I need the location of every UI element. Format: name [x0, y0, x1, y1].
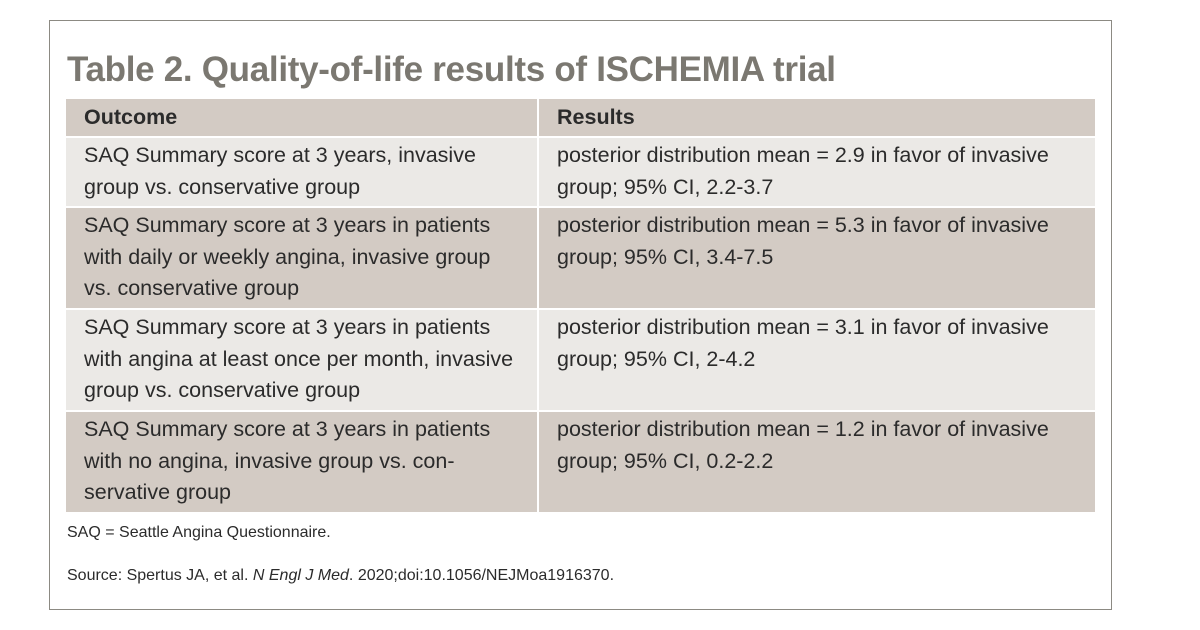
source-prefix: Source: Spertus JA, et al.	[67, 567, 253, 584]
journal-name: N Engl J Med	[252, 567, 349, 584]
source-suffix: . 2020;doi:10.1056/NEJMoa1916370.	[348, 567, 615, 584]
table-row: SAQ Summary score at 3 years, invasive g…	[66, 136, 1095, 207]
figure-frame	[49, 20, 1112, 610]
outcome-cell: SAQ Summary score at 3 years, invasive g…	[66, 136, 538, 207]
results-table: Outcome Results SAQ Summary score at 3 y…	[66, 99, 1095, 512]
abbreviation-footnote: SAQ = Seattle Angina Questionnaire.	[67, 524, 331, 541]
result-cell: posterior distribution mean = 3.1 in fav…	[537, 308, 1095, 411]
source-footnote: Source: Spertus JA, et al. N Engl J Med.…	[67, 567, 614, 585]
outcome-cell: SAQ Summary score at 3 years in patients…	[66, 206, 538, 309]
table-row: SAQ Summary score at 3 years in patients…	[66, 206, 1095, 309]
table-title: Table 2. Quality-of-life results of ISCH…	[67, 50, 836, 89]
table-header-row: Outcome Results	[66, 99, 1095, 137]
outcome-cell: SAQ Summary score at 3 years in patients…	[66, 308, 538, 411]
table-row: SAQ Summary score at 3 years in patients…	[66, 410, 1095, 512]
header-results: Results	[537, 99, 1095, 137]
result-cell: posterior distribution mean = 2.9 in fav…	[537, 136, 1095, 207]
result-cell: posterior distribution mean = 1.2 in fav…	[537, 410, 1095, 512]
table-row: SAQ Summary score at 3 years in patients…	[66, 308, 1095, 411]
outcome-cell: SAQ Summary score at 3 years in patients…	[66, 410, 538, 512]
result-cell: posterior distribution mean = 5.3 in fav…	[537, 206, 1095, 309]
header-outcome: Outcome	[66, 99, 538, 137]
